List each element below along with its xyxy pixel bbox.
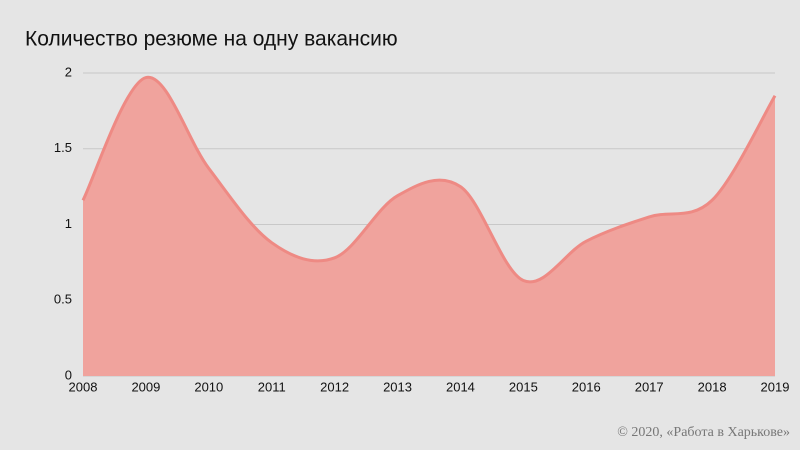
x-tick-label: 2017 <box>635 379 664 394</box>
x-tick-label: 2015 <box>509 379 538 394</box>
x-tick-label: 2012 <box>320 379 349 394</box>
chart-title: Количество резюме на одну вакансию <box>25 28 398 51</box>
x-tick-label: 2013 <box>383 379 412 394</box>
line <box>81 76 777 284</box>
footer: © 2020, «Работа в Харькове» <box>617 425 790 440</box>
x-tick-label: 2008 <box>69 379 98 394</box>
x-tick-label: 2010 <box>194 379 223 394</box>
y-tick-label: 1.5 <box>54 140 72 155</box>
x-tick-label: 2014 <box>446 379 475 394</box>
x-tick-label: 2019 <box>761 379 790 394</box>
y-tick-label: 2 <box>65 64 72 79</box>
area <box>83 77 775 377</box>
x-tick-label: 2011 <box>258 379 286 394</box>
x-tick-label: 2009 <box>131 379 160 394</box>
x-tick-label: 2018 <box>698 379 727 394</box>
x-tick-label: 2016 <box>572 379 601 394</box>
y-tick-label: 0.5 <box>54 292 72 307</box>
y-tick-label: 1 <box>65 216 72 231</box>
y-tick-label: 0 <box>65 367 72 382</box>
